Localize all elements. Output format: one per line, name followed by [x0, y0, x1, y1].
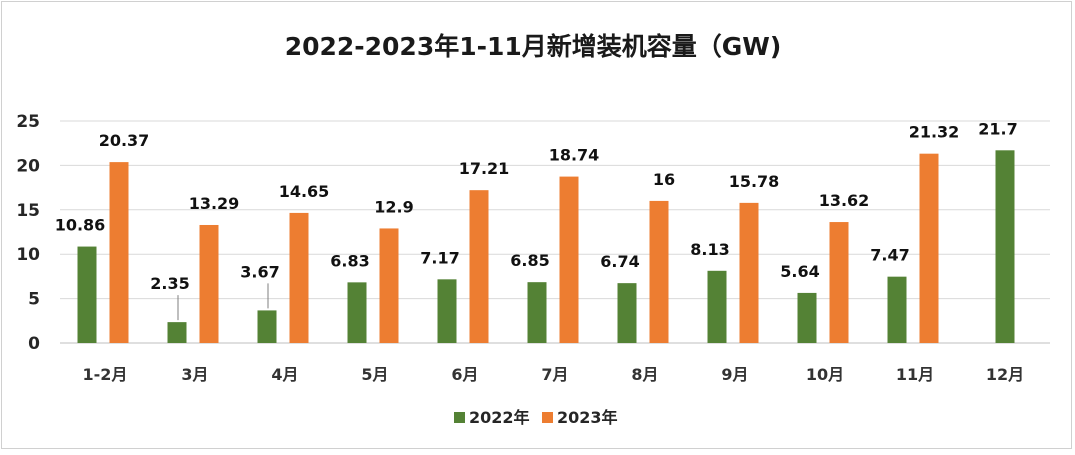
bar-2023: [469, 190, 489, 343]
legend-swatch: [454, 412, 465, 423]
data-labels: 10.86 20.37 2.35 13.29 3.67 14.65 6.83 12.9 7.17…: [55, 119, 1018, 321]
bar-2023: [199, 224, 219, 343]
bar-2023: [829, 222, 849, 343]
bar-2022: [797, 292, 817, 343]
data-label-2022: 3.67: [240, 262, 279, 281]
data-label-2023: 13.29: [189, 194, 240, 213]
data-label-2023: 16: [653, 170, 675, 189]
y-axis-ticks: 0 5 10 15 20 25: [16, 112, 40, 354]
data-label-2023: 13.62: [819, 191, 870, 210]
x-tick-label: 7月: [541, 365, 568, 384]
data-label-2022: 10.86: [55, 216, 106, 235]
legend-label: 2023年: [557, 408, 618, 427]
y-tick-label: 0: [28, 334, 40, 354]
x-tick-label: 1-2月: [83, 365, 128, 384]
bar-2023: [649, 200, 669, 343]
legend: 2022年 2023年: [454, 408, 618, 427]
legend-label: 2022年: [469, 408, 530, 427]
data-label-2023: 17.21: [459, 159, 510, 178]
y-tick-label: 10: [16, 245, 40, 265]
bar-2022: [527, 282, 547, 343]
data-label-2022: 7.47: [870, 246, 909, 265]
bar-2022: [77, 246, 97, 343]
bar-2022: [437, 279, 457, 343]
bar-2022: [257, 310, 277, 343]
data-label-2022: 8.13: [690, 240, 729, 259]
data-label-2022: 6.74: [600, 252, 639, 271]
bar-2023: [919, 153, 939, 343]
y-tick-label: 25: [16, 112, 40, 132]
bars: [77, 150, 1015, 343]
data-label-2023: 20.37: [99, 131, 150, 150]
bar-2023: [559, 176, 579, 343]
data-label-2022: 7.17: [420, 248, 459, 267]
data-label-2022: 21.7: [978, 119, 1017, 138]
data-label-2022: 5.64: [780, 262, 819, 281]
y-tick-label: 15: [16, 201, 40, 221]
x-tick-label: 5月: [361, 365, 388, 384]
bar-2022: [707, 270, 727, 343]
bar-2022: [347, 282, 367, 343]
y-tick-label: 20: [16, 156, 40, 176]
x-tick-label: 10月: [806, 365, 844, 384]
data-label-2023: 12.9: [374, 197, 413, 216]
x-tick-label: 9月: [721, 365, 748, 384]
bar-2023: [379, 228, 399, 343]
bar-2023: [289, 212, 309, 343]
data-label-2023: 15.78: [729, 172, 780, 191]
data-label-2023: 21.32: [909, 123, 960, 142]
bar-2023: [739, 202, 759, 343]
x-tick-label: 4月: [271, 365, 298, 384]
x-tick-label: 11月: [896, 365, 934, 384]
x-tick-label: 8月: [631, 365, 658, 384]
legend-swatch: [542, 412, 553, 423]
x-axis-ticks: 1-2月 3月 4月 5月 6月 7月 8月 9月 10月 11月 12月: [83, 365, 1025, 384]
bar-2022: [167, 322, 187, 343]
data-label-2022: 6.85: [510, 251, 549, 270]
data-label-2022: 6.83: [330, 251, 369, 270]
data-label-2022: 2.35: [150, 274, 189, 293]
y-tick-label: 5: [28, 290, 40, 310]
bar-2023: [109, 162, 129, 343]
x-tick-label: 6月: [451, 365, 478, 384]
data-label-2023: 18.74: [549, 146, 600, 165]
chart-title: 2022-2023年1-11月新增装机容量（GW): [285, 32, 782, 61]
gridlines: [60, 120, 1050, 344]
data-label-2023: 14.65: [279, 182, 330, 201]
bar-2022: [887, 276, 907, 343]
bar-2022: [995, 150, 1015, 343]
bar-2022: [617, 283, 637, 343]
x-tick-label: 12月: [986, 365, 1024, 384]
x-tick-label: 3月: [181, 365, 208, 384]
